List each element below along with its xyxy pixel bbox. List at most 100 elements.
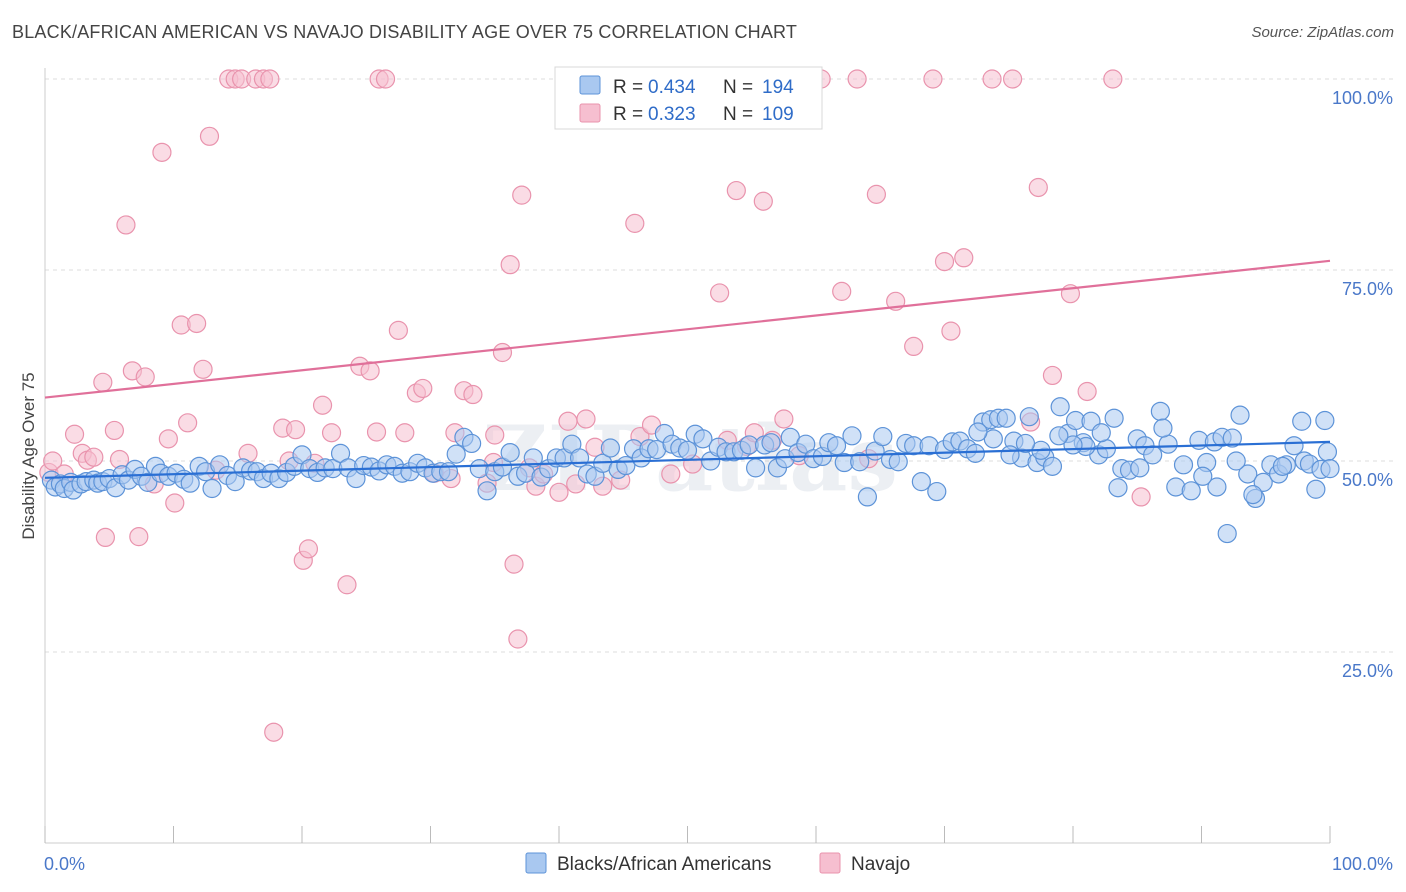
blacks-point: [996, 408, 1016, 428]
y-axis-title: Disability Age Over 75: [19, 372, 38, 539]
navajo-point: [558, 411, 578, 431]
navajo-point: [941, 321, 961, 341]
navajo-point: [934, 251, 955, 272]
navajo-point: [135, 367, 155, 387]
blacks-point: [1158, 434, 1178, 454]
navajo-point: [549, 482, 569, 502]
blacks-point: [1049, 426, 1069, 446]
navajo-point: [264, 722, 284, 742]
navajo-point: [866, 184, 886, 204]
legend-r-value: 0.323: [648, 104, 696, 125]
navajo-point: [199, 126, 220, 146]
blacks-point: [1284, 436, 1304, 456]
navajo-point: [1042, 365, 1063, 386]
bottom-legend-label: Navajo: [851, 854, 910, 875]
trend-lines: [44, 259, 1331, 479]
legend-swatch-blue: [579, 75, 601, 95]
legend-swatch-pink: [579, 103, 601, 123]
navajo-point: [375, 69, 396, 89]
blacks-point: [180, 473, 200, 493]
navajo-point: [93, 372, 113, 392]
blacks-point: [202, 478, 222, 499]
navajo-point: [954, 248, 974, 268]
navajo-point: [388, 320, 408, 340]
blacks-point: [477, 481, 497, 501]
x-tick-labels: 0.0% 100.0%: [44, 854, 1393, 874]
navajo-point: [1003, 69, 1023, 89]
legend-n-value: 109: [762, 104, 794, 125]
navajo-point: [193, 359, 213, 379]
navajo-point: [847, 69, 867, 89]
legend-n-value: 194: [762, 77, 794, 98]
blacks-point: [850, 452, 870, 472]
x-tick-label: 100.0%: [1332, 854, 1393, 874]
navajo-point: [1028, 177, 1048, 198]
legend-r-value: 0.434: [648, 77, 696, 98]
blacks-point: [569, 448, 590, 468]
blacks-point: [462, 433, 482, 454]
blacks-point: [1130, 458, 1150, 478]
blacks-point: [677, 440, 698, 460]
navajo-point: [84, 447, 104, 467]
navajo-point: [508, 629, 528, 649]
blacks-point: [965, 443, 985, 463]
navajo-point: [321, 423, 342, 443]
navajo-point: [1103, 69, 1123, 89]
x-tick-label: 0.0%: [44, 854, 85, 874]
legend-n-label: N =: [723, 77, 753, 98]
blacks-point: [761, 433, 781, 453]
blacks-point: [1292, 411, 1312, 431]
blacks-point: [1217, 523, 1237, 544]
navajo-point: [152, 142, 172, 162]
navajo-point: [485, 425, 505, 445]
legend-r-label: R =: [613, 77, 643, 98]
blacks-point: [500, 442, 520, 463]
y-tick-label: 100.0%: [1332, 88, 1393, 108]
navajo-point: [576, 409, 596, 429]
blacks-trend-line: [44, 440, 1331, 479]
legend-r-label: R =: [613, 104, 643, 125]
navajo-point: [360, 361, 380, 381]
bottom-legend-label: Blacks/African Americans: [557, 854, 771, 875]
blacks-point: [1306, 479, 1326, 499]
navajo-point: [492, 342, 513, 363]
navajo-point: [116, 215, 136, 235]
legend-n-label: N =: [723, 104, 753, 125]
navajo-point: [298, 539, 319, 559]
navajo-point: [165, 493, 185, 513]
navajo-point: [982, 69, 1002, 89]
navajo-point: [710, 283, 730, 303]
navajo-point: [337, 575, 357, 595]
navajo-point: [285, 420, 306, 440]
y-tick-label: 50.0%: [1342, 470, 1393, 490]
blacks-point: [693, 429, 713, 449]
navajo-point: [95, 527, 115, 548]
blacks-point: [1150, 401, 1170, 421]
blacks-point: [1193, 466, 1213, 486]
blacks-point: [1207, 477, 1227, 497]
navajo-point: [158, 429, 178, 449]
navajo-point: [1131, 487, 1151, 507]
navajo-point: [500, 255, 520, 275]
grid-lines: [45, 78, 1395, 653]
blacks-point: [1104, 408, 1124, 428]
navajo-point: [312, 395, 333, 415]
blacks-point: [600, 438, 621, 458]
blacks-point: [1000, 445, 1020, 465]
legend: R = 0.434 N = 194 R = 0.323 N = 109: [554, 66, 823, 130]
navajo-point: [512, 185, 532, 205]
navajo-point: [904, 336, 924, 356]
blacks-point: [1019, 407, 1039, 427]
bottom-legend-swatch-blue: [525, 852, 547, 874]
blacks-point: [1238, 464, 1258, 484]
y-tick-label: 25.0%: [1342, 661, 1393, 681]
blacks-point: [1173, 455, 1194, 475]
navajo-point: [753, 191, 773, 211]
navajo-point: [1077, 381, 1097, 402]
y-tick-label: 75.0%: [1342, 279, 1393, 299]
blacks-point: [857, 487, 878, 507]
blacks-point: [1050, 397, 1070, 417]
navajo-point: [625, 213, 645, 233]
blacks-point: [1272, 456, 1293, 476]
navajo-point: [923, 69, 943, 89]
